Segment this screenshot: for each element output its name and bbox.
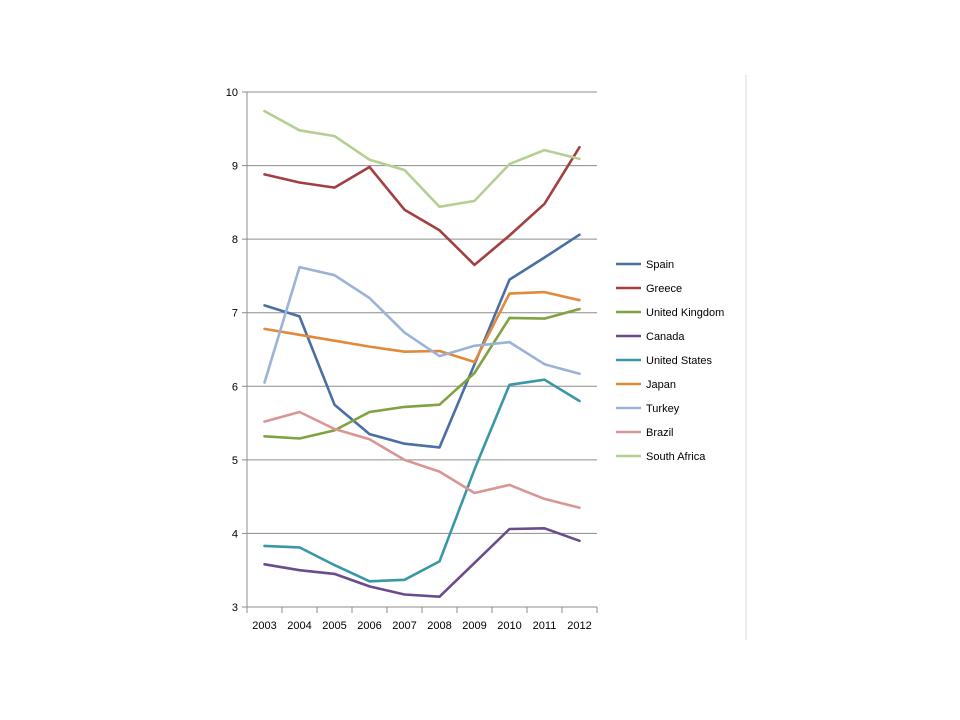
y-tick-label: 7 <box>232 308 238 320</box>
legend-label: Brazil <box>646 427 674 439</box>
legend-label: Canada <box>646 331 685 343</box>
x-tick-label: 2007 <box>392 620 416 632</box>
legend-item-united-kingdom: United Kingdom <box>616 307 724 319</box>
y-tick-label: 8 <box>232 234 238 246</box>
x-tick-label: 2012 <box>567 620 591 632</box>
x-tick-label: 2008 <box>427 620 451 632</box>
y-tick-label: 4 <box>232 528 238 540</box>
series-lines <box>263 109 581 599</box>
x-tick-label: 2005 <box>322 620 346 632</box>
series-line-canada <box>263 526 581 599</box>
legend-item-spain: Spain <box>616 259 674 271</box>
x-tick-label: 2010 <box>497 620 521 632</box>
x-tick-label: 2009 <box>462 620 486 632</box>
legend-label: Turkey <box>646 403 680 415</box>
series-line-spain <box>263 233 581 449</box>
series-line-united-kingdom <box>263 307 581 440</box>
x-tick-label: 2004 <box>287 620 311 632</box>
legend-item-japan: Japan <box>616 379 676 391</box>
legend-item-south-africa: South Africa <box>616 451 706 463</box>
series-line-brazil <box>263 410 581 510</box>
y-tick-label: 10 <box>226 87 238 99</box>
legend-label: United Kingdom <box>646 307 724 319</box>
series-line-south-africa <box>263 109 581 209</box>
series-line-united-states <box>263 378 581 583</box>
x-tick-label: 2003 <box>252 620 276 632</box>
legend-label: United States <box>646 355 713 367</box>
legend-item-turkey: Turkey <box>616 403 680 415</box>
y-tick-label: 9 <box>232 161 238 173</box>
legend: Spain Greece United Kingdom Canada United St… <box>616 259 724 463</box>
legend-label: Spain <box>646 259 674 271</box>
legend-item-brazil: Brazil <box>616 427 674 439</box>
y-tick-label: 3 <box>232 602 238 614</box>
legend-item-canada: Canada <box>616 331 685 343</box>
x-tick-label: 2006 <box>357 620 381 632</box>
series-line-japan <box>263 290 581 364</box>
legend-item-greece: Greece <box>616 283 682 295</box>
legend-label: Greece <box>646 283 682 295</box>
legend-label: Japan <box>646 379 676 391</box>
y-tick-label: 6 <box>232 381 238 393</box>
gridlines <box>247 91 597 534</box>
series-line-turkey <box>263 265 581 384</box>
series-line-greece <box>263 145 581 267</box>
legend-item-united-states: United States <box>616 355 713 367</box>
y-tick-label: 5 <box>232 455 238 467</box>
axes: 3 4 5 6 7 8 9 10 2003 2004 2005 2006 2007 2008 2009 201… <box>226 87 598 632</box>
legend-label: South Africa <box>646 451 706 463</box>
x-tick-label: 2011 <box>533 620 557 632</box>
